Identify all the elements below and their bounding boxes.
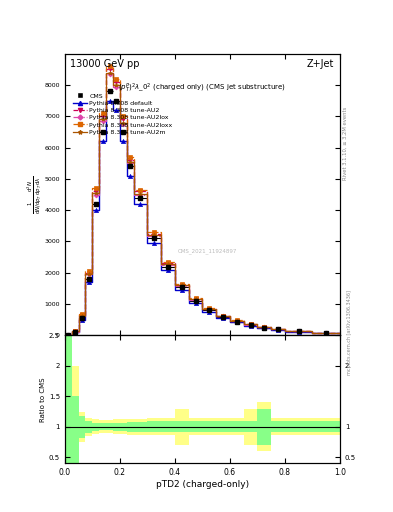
Text: CMS_2021_11924897: CMS_2021_11924897: [178, 248, 238, 254]
Legend: CMS, Pythia 8.308 default, Pythia 8.308 tune-AU2, Pythia 8.308 tune-AU2lox, Pyth: CMS, Pythia 8.308 default, Pythia 8.308 …: [71, 91, 175, 137]
Y-axis label: Ratio to CMS: Ratio to CMS: [40, 377, 46, 421]
X-axis label: pTD2 (charged-only): pTD2 (charged-only): [156, 480, 249, 489]
Text: mcplots.cern.ch [arXiv:1306.3436]: mcplots.cern.ch [arXiv:1306.3436]: [347, 290, 352, 375]
Text: $(p_T^P)^2\lambda\_0^2$ (charged only) (CMS jet substructure): $(p_T^P)^2\lambda\_0^2$ (charged only) (…: [118, 82, 286, 95]
Y-axis label: $\frac{1}{\mathrm{d}N/\mathrm{d}p_T}\frac{\mathrm{d}^2N}{\mathrm{d}p_T\,\mathrm{: $\frac{1}{\mathrm{d}N/\mathrm{d}p_T}\fra…: [25, 176, 43, 214]
Text: Z+Jet: Z+Jet: [307, 59, 334, 70]
Text: 13000 GeV pp: 13000 GeV pp: [70, 59, 140, 70]
Text: Rivet 3.1.10, ≥ 3.2M events: Rivet 3.1.10, ≥ 3.2M events: [343, 106, 348, 180]
